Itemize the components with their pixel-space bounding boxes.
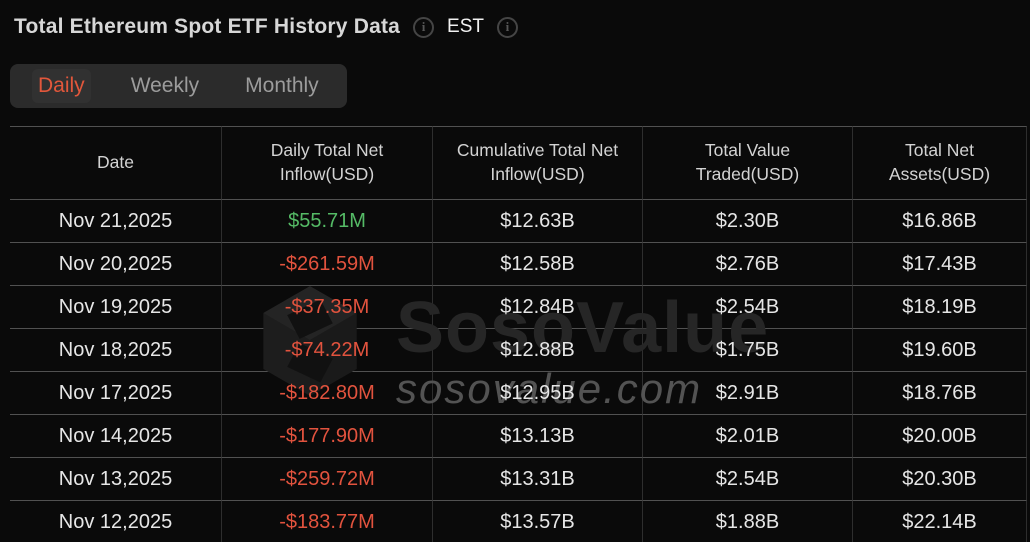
interval-tabs: Daily Weekly Monthly <box>10 64 347 108</box>
title-info-icon[interactable]: i <box>413 16 435 38</box>
etf-history-table: Date Daily Total Net Inflow(USD) Cumulat… <box>10 126 1027 542</box>
net-assets-cell: $18.19B <box>853 285 1027 328</box>
table-header-row: Date Daily Total Net Inflow(USD) Cumulat… <box>10 126 1027 199</box>
tab-daily[interactable]: Daily <box>32 69 91 103</box>
column-header-date: Date <box>10 126 222 199</box>
cumulative-inflow-cell: $12.58B <box>433 242 643 285</box>
table-row: Nov 14,2025 -$177.90M $13.13B $2.01B $20.00B <box>10 414 1027 457</box>
cumulative-inflow-cell: $12.95B <box>433 371 643 414</box>
date-cell: Nov 13,2025 <box>10 457 222 500</box>
tab-weekly[interactable]: Weekly <box>130 74 200 97</box>
cumulative-inflow-cell: $12.63B <box>433 199 643 242</box>
table-row: Nov 17,2025 -$182.80M $12.95B $2.91B $18.76B <box>10 371 1027 414</box>
date-cell: Nov 20,2025 <box>10 242 222 285</box>
table-row: Nov 20,2025 -$261.59M $12.58B $2.76B $17.43B <box>10 242 1027 285</box>
daily-inflow-cell: -$259.72M <box>222 457 433 500</box>
date-cell: Nov 19,2025 <box>10 285 222 328</box>
table-body: Nov 21,2025 $55.71M $12.63B $2.30B $16.86B No… <box>10 199 1027 542</box>
net-assets-cell: $22.14B <box>853 500 1027 542</box>
column-header-cumulative-net-inflow: Cumulative Total Net Inflow(USD) <box>433 126 643 199</box>
cumulative-inflow-cell: $13.57B <box>433 500 643 542</box>
net-assets-cell: $17.43B <box>853 242 1027 285</box>
timezone-label: EST <box>447 16 484 37</box>
table-row: Nov 21,2025 $55.71M $12.63B $2.30B $16.86B <box>10 199 1027 242</box>
net-assets-cell: $20.00B <box>853 414 1027 457</box>
value-traded-cell: $2.76B <box>643 242 853 285</box>
daily-inflow-cell: -$183.77M <box>222 500 433 542</box>
daily-inflow-cell: -$177.90M <box>222 414 433 457</box>
cumulative-inflow-cell: $12.84B <box>433 285 643 328</box>
cumulative-inflow-cell: $13.31B <box>433 457 643 500</box>
daily-inflow-cell: -$182.80M <box>222 371 433 414</box>
value-traded-cell: $2.01B <box>643 414 853 457</box>
daily-inflow-cell: -$37.35M <box>222 285 433 328</box>
page-header: Total Ethereum Spot ETF History Data i E… <box>14 12 1030 42</box>
date-cell: Nov 14,2025 <box>10 414 222 457</box>
daily-inflow-cell: -$261.59M <box>222 242 433 285</box>
table-row: Nov 19,2025 -$37.35M $12.84B $2.54B $18.19B <box>10 285 1027 328</box>
date-cell: Nov 18,2025 <box>10 328 222 371</box>
table-row: Nov 18,2025 -$74.22M $12.88B $1.75B $19.60B <box>10 328 1027 371</box>
net-assets-cell: $20.30B <box>853 457 1027 500</box>
date-cell: Nov 12,2025 <box>10 500 222 542</box>
net-assets-cell: $18.76B <box>853 371 1027 414</box>
column-header-value-traded: Total Value Traded(USD) <box>643 126 853 199</box>
cumulative-inflow-cell: $13.13B <box>433 414 643 457</box>
value-traded-cell: $2.91B <box>643 371 853 414</box>
net-assets-cell: $19.60B <box>853 328 1027 371</box>
table-row: Nov 12,2025 -$183.77M $13.57B $1.88B $22.14B <box>10 500 1027 542</box>
value-traded-cell: $2.54B <box>643 457 853 500</box>
daily-inflow-cell: -$74.22M <box>222 328 433 371</box>
table-row: Nov 13,2025 -$259.72M $13.31B $2.54B $20.30B <box>10 457 1027 500</box>
etf-history-table-wrap: Date Daily Total Net Inflow(USD) Cumulat… <box>10 126 1028 542</box>
date-cell: Nov 17,2025 <box>10 371 222 414</box>
page-title: Total Ethereum Spot ETF History Data <box>14 15 401 38</box>
timezone-info-icon[interactable]: i <box>496 16 518 38</box>
value-traded-cell: $1.75B <box>643 328 853 371</box>
net-assets-cell: $16.86B <box>853 199 1027 242</box>
value-traded-cell: $2.54B <box>643 285 853 328</box>
column-header-net-assets: Total Net Assets(USD) <box>853 126 1027 199</box>
daily-inflow-cell: $55.71M <box>222 199 433 242</box>
tab-monthly[interactable]: Monthly <box>245 74 319 97</box>
value-traded-cell: $1.88B <box>643 500 853 542</box>
column-header-daily-net-inflow: Daily Total Net Inflow(USD) <box>222 126 433 199</box>
cumulative-inflow-cell: $12.88B <box>433 328 643 371</box>
date-cell: Nov 21,2025 <box>10 199 222 242</box>
value-traded-cell: $2.30B <box>643 199 853 242</box>
